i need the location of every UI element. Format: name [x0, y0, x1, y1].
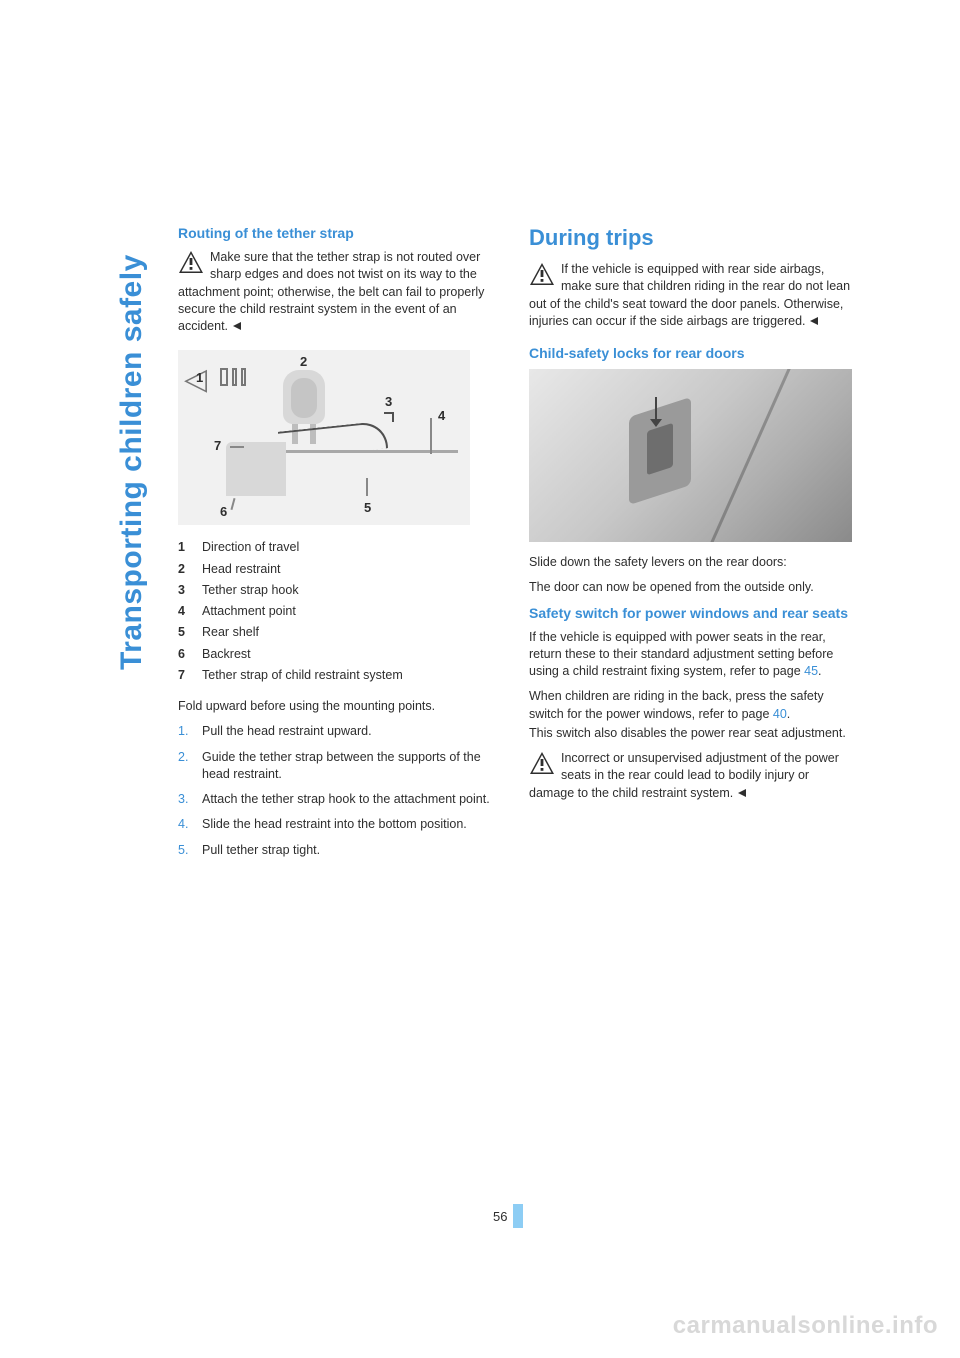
end-marker-icon [809, 314, 819, 331]
diagram-leader [430, 418, 432, 454]
legend-num: 1 [178, 537, 202, 558]
diagram-label-2: 2 [300, 354, 307, 369]
legend-text: Tether strap of child restraint system [202, 665, 403, 686]
step-item: 1.Pull the head restraint upward. [178, 723, 501, 740]
legend-num: 7 [178, 665, 202, 686]
step-text: Pull the head restraint upward. [202, 723, 372, 740]
warning-block: Incorrect or unsupervised adjustment of … [529, 750, 852, 803]
step-item: 4.Slide the head restraint into the bott… [178, 816, 501, 833]
step-text: Slide the head restraint into the bottom… [202, 816, 467, 833]
step-num: 1. [178, 723, 202, 740]
diagram-label-7: 7 [214, 438, 221, 453]
warning-icon [529, 751, 555, 775]
legend-text: Backrest [202, 644, 251, 665]
warning-block: If the vehicle is equipped with rear sid… [529, 261, 852, 331]
diagram-label-3: 3 [385, 394, 392, 409]
paragraph: If the vehicle is equipped with power se… [529, 629, 852, 681]
step-text: Pull tether strap tight. [202, 842, 320, 859]
legend-list: 1Direction of travel 2Head restraint 3Te… [178, 537, 501, 686]
diagram-label-6: 6 [220, 504, 227, 519]
diagram-leader [230, 498, 235, 510]
warning-icon [178, 250, 204, 274]
legend-item: 2Head restraint [178, 559, 501, 580]
page: Transporting children safely Routing of … [0, 0, 960, 1358]
step-item: 3.Attach the tether strap hook to the at… [178, 791, 501, 808]
legend-item: 7Tether strap of child restraint system [178, 665, 501, 686]
step-num: 5. [178, 842, 202, 859]
end-marker-icon [232, 319, 242, 336]
diagram-seam [687, 369, 852, 542]
page-ref-link[interactable]: 40 [773, 707, 787, 721]
legend-item: 4Attachment point [178, 601, 501, 622]
warning-text: If the vehicle is equipped with rear sid… [529, 262, 850, 328]
legend-num: 4 [178, 601, 202, 622]
page-number: 56 [493, 1209, 507, 1224]
heading-routing: Routing of the tether strap [178, 225, 501, 241]
diagram-shape [291, 378, 317, 418]
heading-safety-switch: Safety switch for power windows and rear… [529, 605, 852, 621]
legend-num: 3 [178, 580, 202, 601]
page-indicator-bar [513, 1204, 523, 1228]
legend-text: Direction of travel [202, 537, 299, 558]
paragraph: This switch also disables the power rear… [529, 725, 852, 742]
left-column: Routing of the tether strap Make sure th… [178, 225, 501, 867]
warning-text: Incorrect or unsupervised adjustment of … [529, 751, 839, 800]
end-marker-icon [737, 786, 747, 803]
paragraph: Slide down the safety levers on the rear… [529, 554, 852, 571]
watermark: carmanualsonline.info [673, 1312, 938, 1340]
diagram-shape [232, 368, 237, 386]
step-num: 3. [178, 791, 202, 808]
text: . [787, 707, 790, 721]
page-ref-link[interactable]: 45 [804, 664, 818, 678]
legend-text: Attachment point [202, 601, 296, 622]
diagram-shape [220, 368, 228, 386]
right-column: During trips If the vehicle is equipped … [529, 225, 852, 867]
section-title-vertical: Transporting children safely [115, 254, 149, 670]
step-text: Attach the tether strap hook to the atta… [202, 791, 490, 808]
legend-num: 6 [178, 644, 202, 665]
step-num: 2. [178, 749, 202, 784]
paragraph: The door can now be opened from the outs… [529, 579, 852, 596]
diagram-shape [241, 368, 246, 386]
legend-item: 3Tether strap hook [178, 580, 501, 601]
legend-text: Head restraint [202, 559, 281, 580]
legend-num: 5 [178, 622, 202, 643]
diagram-label-4: 4 [438, 408, 445, 423]
legend-item: 6Backrest [178, 644, 501, 665]
text: . [818, 664, 821, 678]
diagram-backrest [226, 442, 286, 496]
diagram-label-1: 1 [196, 370, 203, 385]
tether-strap-diagram: ◁ 1 2 3 4 5 6 [178, 350, 470, 525]
page-number-block: 56 [493, 1204, 523, 1228]
content-area: Routing of the tether strap Make sure th… [178, 225, 853, 867]
legend-text: Tether strap hook [202, 580, 299, 601]
heading-child-safety-locks: Child-safety locks for rear doors [529, 345, 852, 361]
heading-during-trips: During trips [529, 225, 852, 251]
pre-steps-text: Fold upward before using the mounting po… [178, 698, 501, 715]
warning-text: Make sure that the tether strap is not r… [178, 250, 484, 333]
legend-item: 5Rear shelf [178, 622, 501, 643]
step-item: 5.Pull tether strap tight. [178, 842, 501, 859]
step-num: 4. [178, 816, 202, 833]
legend-item: 1Direction of travel [178, 537, 501, 558]
diagram-hook [384, 412, 394, 422]
diagram-leader [366, 478, 368, 496]
arrow-down-icon [650, 419, 662, 427]
text: If the vehicle is equipped with power se… [529, 630, 833, 679]
door-lock-diagram [529, 369, 852, 542]
diagram-lever [647, 423, 673, 475]
step-item: 2.Guide the tether strap between the sup… [178, 749, 501, 784]
paragraph: When children are riding in the back, pr… [529, 688, 852, 723]
diagram-leader [230, 446, 244, 448]
legend-text: Rear shelf [202, 622, 259, 643]
diagram-label-5: 5 [364, 500, 371, 515]
warning-block: Make sure that the tether strap is not r… [178, 249, 501, 336]
step-text: Guide the tether strap between the suppo… [202, 749, 501, 784]
legend-num: 2 [178, 559, 202, 580]
warning-icon [529, 262, 555, 286]
steps-list: 1.Pull the head restraint upward. 2.Guid… [178, 723, 501, 859]
